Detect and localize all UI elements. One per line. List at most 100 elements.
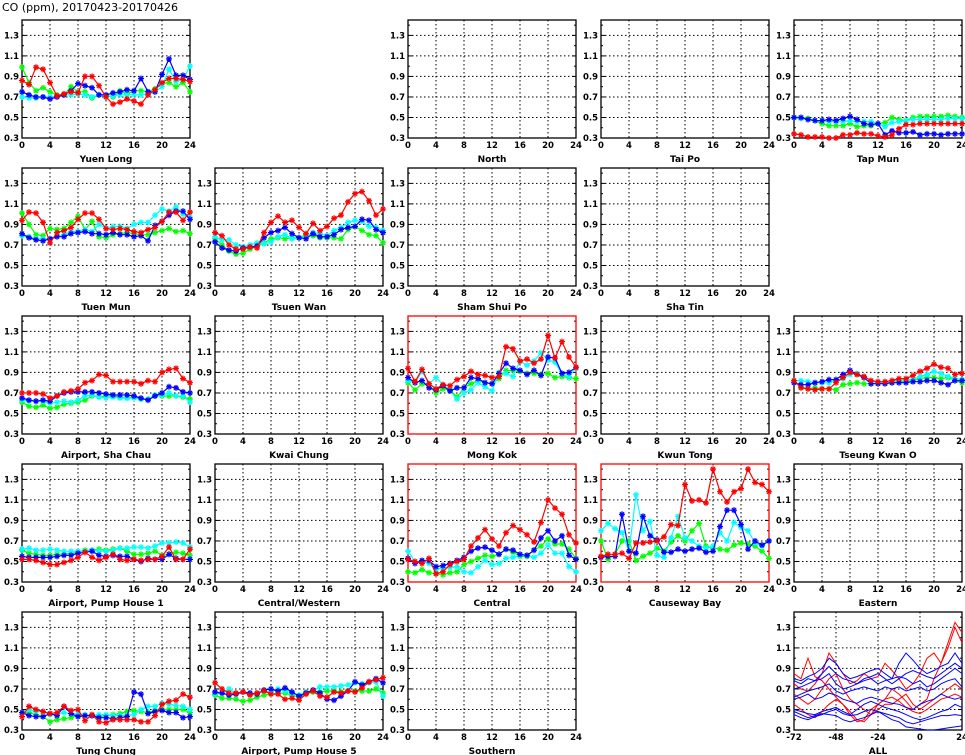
data-point-marker — [489, 561, 495, 568]
data-point-marker — [19, 88, 25, 95]
data-point-marker — [103, 225, 109, 232]
data-point-marker — [373, 226, 379, 233]
data-point-marker — [724, 498, 730, 505]
data-point-marker — [419, 566, 425, 573]
data-point-marker — [896, 129, 902, 136]
data-point-marker — [82, 379, 88, 386]
data-point-marker — [19, 713, 25, 720]
data-point-marker — [931, 368, 937, 375]
data-point-marker — [233, 241, 239, 248]
y-tick-label: 1.1 — [390, 52, 405, 62]
data-point-marker — [219, 241, 225, 248]
data-point-marker — [187, 209, 193, 216]
data-point-marker — [82, 549, 88, 556]
data-point-marker — [26, 389, 32, 396]
data-point-marker — [131, 378, 137, 385]
plot-frame — [214, 463, 384, 583]
data-point-marker — [61, 233, 67, 240]
data-point-marker — [282, 696, 288, 703]
data-point-marker — [791, 130, 797, 137]
data-point-marker — [138, 91, 144, 98]
x-tick-label: 0 — [405, 141, 411, 151]
y-tick-label: 0.5 — [197, 261, 212, 271]
plot-frame — [600, 19, 770, 139]
x-tick-label: 4 — [433, 437, 439, 447]
x-tick-label: 8 — [268, 437, 274, 447]
data-point-marker — [173, 706, 179, 713]
data-point-marker — [33, 713, 39, 720]
data-point-marker — [138, 718, 144, 725]
data-point-marker — [559, 511, 565, 518]
data-point-marker — [187, 396, 193, 403]
data-point-marker — [626, 537, 632, 544]
x-tick-label: 16 — [707, 437, 719, 447]
x-tick-label: 16 — [128, 733, 140, 743]
data-point-marker — [124, 713, 130, 720]
data-point-marker — [447, 561, 453, 568]
data-point-marker — [166, 209, 172, 216]
data-point-marker — [117, 545, 123, 552]
data-point-marker — [103, 395, 109, 402]
data-point-marker — [440, 571, 446, 578]
data-point-marker — [33, 210, 39, 217]
y-tick-label: 1.1 — [197, 200, 212, 210]
data-point-marker — [138, 551, 144, 558]
data-point-marker — [61, 227, 67, 234]
y-tick-label: 1.3 — [583, 31, 598, 41]
x-tick-label: 4 — [433, 585, 439, 595]
data-point-marker — [40, 93, 46, 100]
data-point-marker — [89, 377, 95, 384]
y-tick-label: 0.5 — [776, 557, 791, 567]
data-point-marker — [889, 119, 895, 126]
data-point-marker — [598, 553, 604, 560]
data-point-marker — [338, 682, 344, 689]
panel-label: North — [478, 155, 507, 165]
x-tick-label: 20 — [735, 437, 747, 447]
data-point-marker — [82, 397, 88, 404]
y-tick-label: 0.7 — [4, 389, 19, 399]
y-tick-label: 1.1 — [390, 200, 405, 210]
data-point-marker — [166, 79, 172, 86]
data-point-marker — [503, 529, 509, 536]
x-tick-label: 0 — [19, 585, 25, 595]
data-point-marker — [889, 377, 895, 384]
data-point-marker — [145, 556, 151, 563]
data-point-marker — [173, 72, 179, 79]
data-point-marker — [33, 404, 39, 411]
data-point-marker — [503, 546, 509, 553]
data-point-marker — [468, 374, 474, 381]
y-tick-label: 0.3 — [4, 726, 19, 736]
data-point-marker — [268, 238, 274, 245]
data-point-marker — [138, 706, 144, 713]
y-tick-label: 1.1 — [583, 200, 598, 210]
data-point-marker — [54, 547, 60, 554]
data-point-marker — [373, 676, 379, 683]
data-point-marker — [152, 703, 158, 710]
x-tick-label: 4 — [240, 585, 246, 595]
x-tick-label: 8 — [461, 733, 467, 743]
data-point-marker — [82, 393, 88, 400]
data-point-marker — [152, 224, 158, 231]
y-tick-label: 0.3 — [390, 282, 405, 292]
y-tick-label: 1.3 — [776, 623, 791, 633]
data-point-marker — [61, 715, 67, 722]
panel-label: Airport, Sha Chau — [61, 451, 151, 461]
data-point-marker — [798, 381, 804, 388]
data-point-marker — [433, 563, 439, 570]
data-point-marker — [159, 556, 165, 563]
y-tick-label: 0.9 — [4, 664, 19, 674]
data-point-marker — [619, 550, 625, 557]
data-point-marker — [545, 357, 551, 364]
data-point-marker — [219, 245, 225, 252]
y-tick-label: 0.3 — [776, 134, 791, 144]
x-tick-label: 4 — [626, 585, 632, 595]
data-point-marker — [82, 228, 88, 235]
data-point-marker — [240, 246, 246, 253]
data-point-marker — [945, 373, 951, 380]
x-tick-label: 0 — [19, 141, 25, 151]
x-tick-label: 4 — [47, 141, 53, 151]
data-point-marker — [489, 547, 495, 554]
data-point-marker — [152, 86, 158, 93]
data-point-marker — [545, 332, 551, 339]
data-point-marker — [524, 356, 530, 363]
